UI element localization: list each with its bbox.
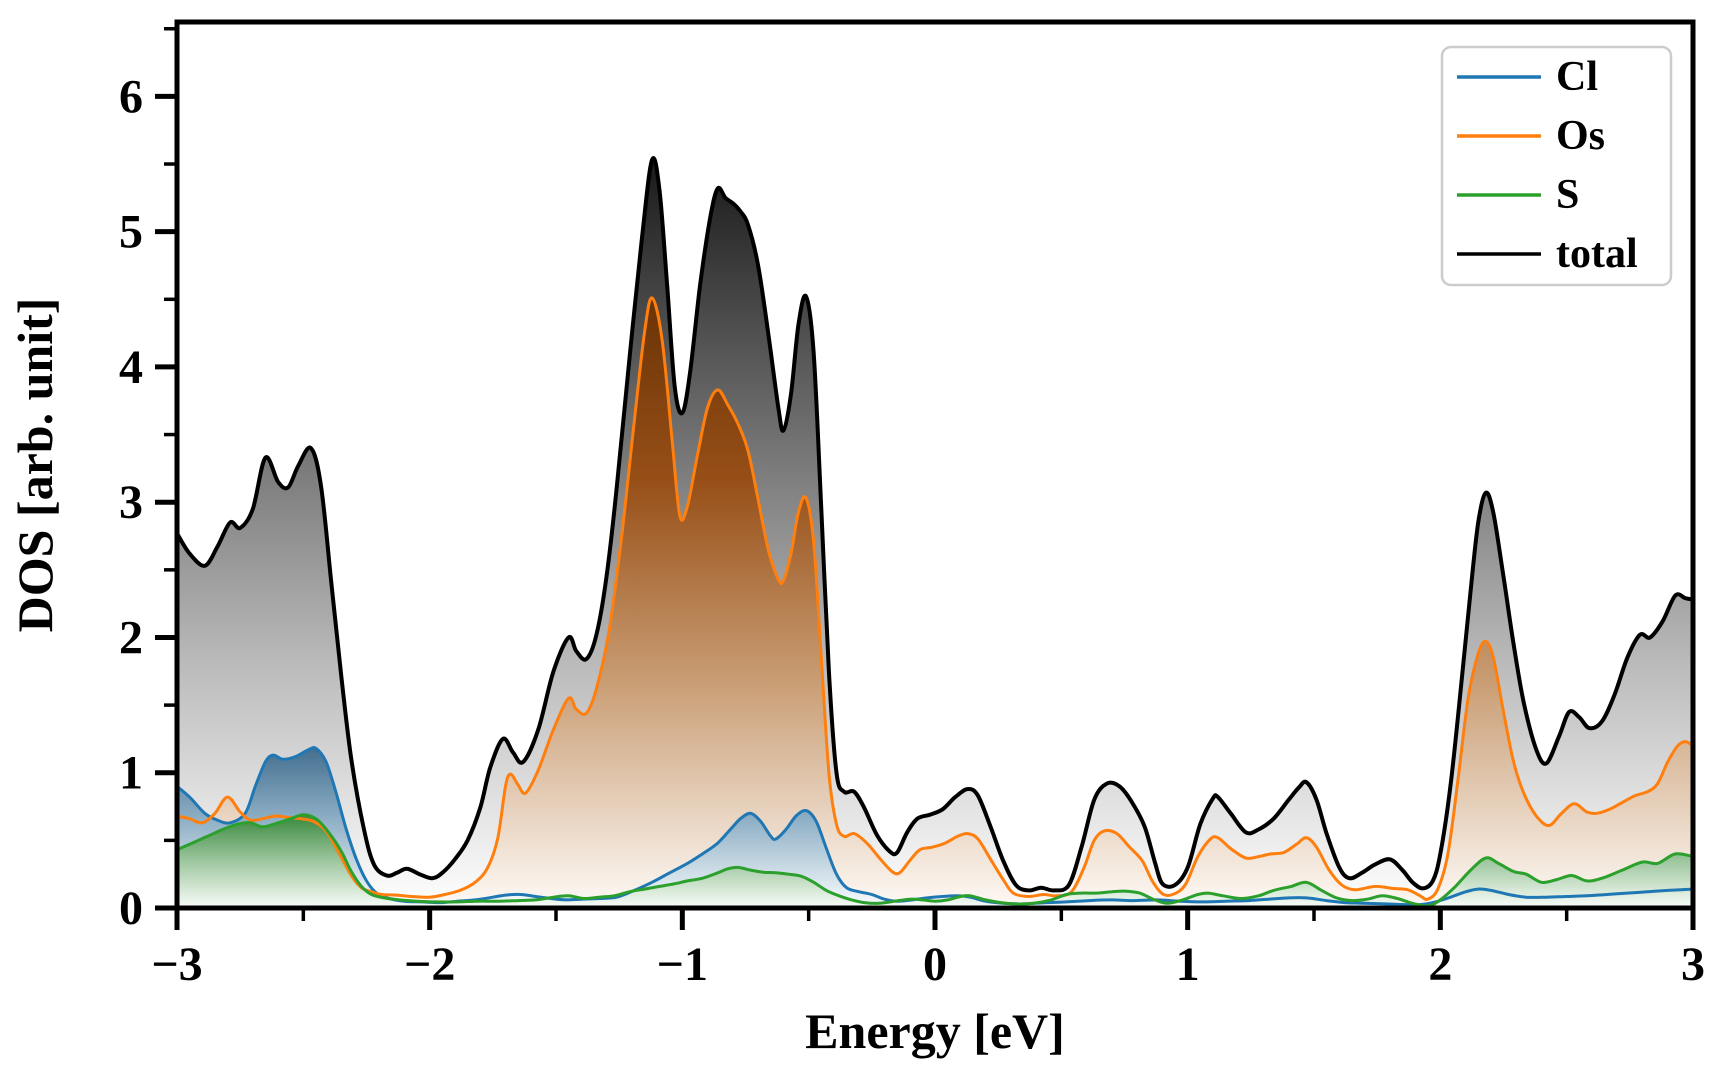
legend-label-total: total — [1556, 231, 1638, 277]
y-tick-label: 5 — [119, 206, 143, 259]
legend-label-cl: Cl — [1556, 54, 1598, 100]
x-tick-label: −2 — [404, 938, 455, 991]
x-tick-label: 2 — [1428, 938, 1452, 991]
area-os — [177, 297, 1693, 908]
x-tick-label: 0 — [923, 938, 947, 991]
curve-total — [177, 156, 1693, 893]
y-tick-label: 0 — [119, 882, 143, 935]
legend-box — [1440, 45, 1673, 287]
curve-os — [177, 296, 1693, 901]
x-axis-title: Energy [eV] — [805, 1003, 1065, 1059]
legend: Cl Os S total — [1440, 45, 1673, 287]
y-tick-label: 3 — [119, 476, 143, 529]
x-tick-label: −3 — [151, 938, 202, 991]
y-tick-label: 2 — [119, 611, 143, 664]
y-axis-title: DOS [arb. unit] — [7, 298, 63, 633]
plot-frame — [174, 19, 1696, 911]
y-tick-label: 6 — [119, 70, 143, 123]
y-tick-label: 4 — [119, 341, 143, 394]
x-tick-label: 3 — [1681, 938, 1705, 991]
y-tick-label: 1 — [119, 747, 143, 800]
axes: −3 −2 −1 0 1 2 3 0 1 2 3 4 5 6 — [119, 19, 1705, 991]
curve-cl — [177, 746, 1693, 907]
x-tick-label: 1 — [1176, 938, 1200, 991]
x-tick-label: −1 — [657, 938, 708, 991]
legend-label-os: Os — [1556, 113, 1605, 159]
legend-label-s: S — [1556, 172, 1579, 218]
